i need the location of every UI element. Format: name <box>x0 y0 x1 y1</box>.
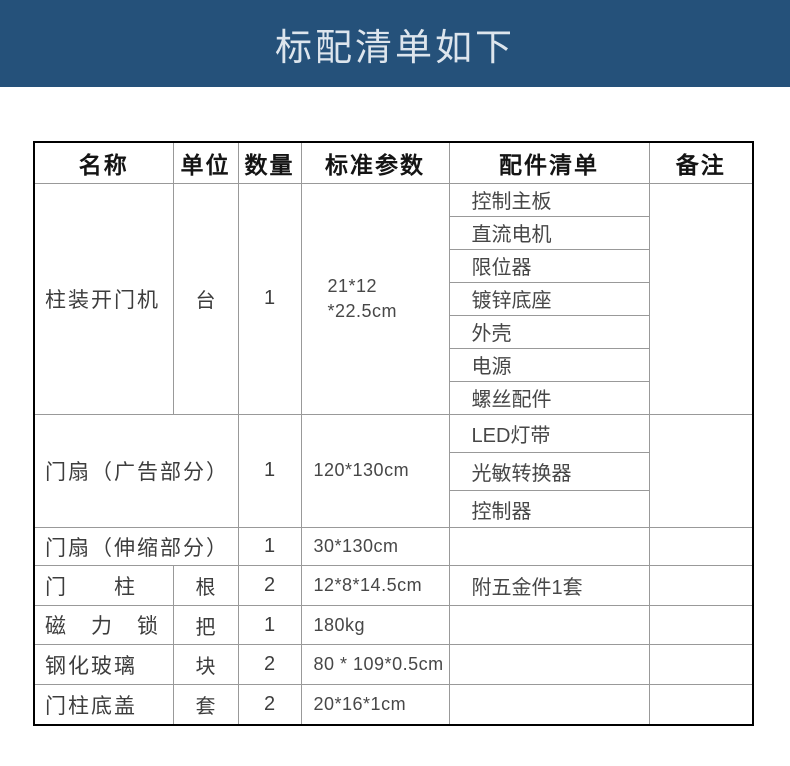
remark-cell <box>648 605 754 646</box>
unit-cell: 把 <box>172 605 239 646</box>
params-cell: 80 * 109*0.5cm <box>300 644 450 686</box>
params-cell: 180kg <box>300 605 450 646</box>
table-subrow: 电源 <box>34 347 753 382</box>
accessory-item <box>448 605 650 646</box>
column-header-params: 标准参数 <box>300 141 450 184</box>
column-header-name: 名称 <box>33 141 174 184</box>
spec-table: 名称 单位 数量 标准参数 配件清单 备注 柱装开门机 台 1 21*12 *2… <box>33 141 754 726</box>
accessory-item: 控制主板 <box>448 182 650 217</box>
quantity-cell: 2 <box>237 644 302 686</box>
unit-cell: 块 <box>172 644 239 686</box>
unit-cell: 套 <box>172 684 239 726</box>
accessory-item: LED灯带 <box>448 413 650 453</box>
column-header-remark: 备注 <box>648 141 754 184</box>
column-header-accessories: 配件清单 <box>448 141 650 184</box>
accessory-item: 电源 <box>448 347 650 382</box>
table-subrow: 光敏转换器 <box>34 451 753 492</box>
product-name-cell: 磁 力 锁 <box>33 605 174 646</box>
product-name-cell: 门扇（伸缩部分） <box>33 527 239 567</box>
params-cell: 20*16*1cm <box>300 684 450 726</box>
remark-cell <box>648 413 754 529</box>
remark-cell <box>648 565 754 607</box>
table-row: 门 柱 根 2 12*8*14.5cm 附五金件1套 <box>33 565 754 607</box>
quantity-cell: 1 <box>237 182 302 415</box>
params-cell: 21*12 *22.5cm <box>300 182 450 415</box>
quantity-cell: 1 <box>237 413 302 529</box>
accessory-item: 控制器 <box>448 490 650 529</box>
table-row: 门扇（广告部分） 1 120*130cm LED灯带 <box>33 413 754 529</box>
remark-cell <box>648 684 754 726</box>
quantity-cell: 1 <box>237 605 302 646</box>
table-row: 门扇（伸缩部分） 1 30*130cm <box>33 527 754 567</box>
table-subrow: 限位器 <box>34 248 753 283</box>
params-cell: 120*130cm <box>300 413 450 529</box>
title-banner: 标配清单如下 <box>0 0 790 87</box>
params-line: *22.5cm <box>327 300 398 321</box>
accessory-item: 螺丝配件 <box>448 380 650 415</box>
accessory-item: 直流电机 <box>448 215 650 250</box>
unit-cell: 台 <box>172 182 239 415</box>
product-name-cell: 柱装开门机 <box>33 182 174 415</box>
product-name-cell: 门 柱 <box>33 565 174 607</box>
table-header-row: 名称 单位 数量 标准参数 配件清单 备注 <box>33 141 754 184</box>
quantity-cell: 1 <box>237 527 302 567</box>
accessory-item: 光敏转换器 <box>448 451 650 492</box>
column-header-qty: 数量 <box>237 141 302 184</box>
spec-table-container: 名称 单位 数量 标准参数 配件清单 备注 柱装开门机 台 1 21*12 *2… <box>33 141 754 726</box>
params-cell: 30*130cm <box>300 527 450 567</box>
quantity-cell: 2 <box>237 565 302 607</box>
accessory-item <box>448 527 650 567</box>
table-row: 门柱底盖 套 2 20*16*1cm <box>33 684 754 726</box>
quantity-cell: 2 <box>237 684 302 726</box>
table-row: 柱装开门机 台 1 21*12 *22.5cm 控制主板 <box>33 182 754 415</box>
unit-cell: 根 <box>172 565 239 607</box>
accessory-item <box>448 684 650 726</box>
accessory-item: 限位器 <box>448 248 650 283</box>
remark-cell <box>648 527 754 567</box>
accessory-item: 外壳 <box>448 314 650 349</box>
table-subrow: 外壳 <box>34 314 753 349</box>
table-subrow: 控制器 <box>34 490 753 529</box>
product-name-cell: 钢化玻璃 <box>33 644 174 686</box>
table-subrow: 直流电机 <box>34 215 753 250</box>
accessory-item <box>448 644 650 686</box>
table-row: 钢化玻璃 块 2 80 * 109*0.5cm <box>33 644 754 686</box>
remark-cell <box>648 182 754 415</box>
page-title: 标配清单如下 <box>275 26 515 68</box>
params-cell: 12*8*14.5cm <box>300 565 450 607</box>
accessory-item: 附五金件1套 <box>448 565 650 607</box>
params-line: 21*12 <box>327 276 378 297</box>
remark-cell <box>648 644 754 686</box>
product-name-cell: 门柱底盖 <box>33 684 174 726</box>
table-subrow: 螺丝配件 <box>34 380 753 415</box>
product-name-cell: 门扇（广告部分） <box>33 413 239 529</box>
column-header-unit: 单位 <box>172 141 239 184</box>
table-row: 磁 力 锁 把 1 180kg <box>33 605 754 646</box>
accessory-item: 镀锌底座 <box>448 281 650 316</box>
